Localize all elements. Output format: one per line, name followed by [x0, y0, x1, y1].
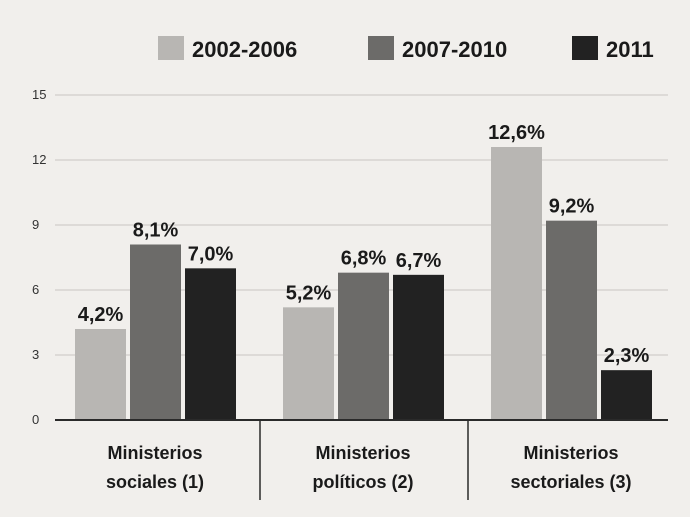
- y-tick-12: 12: [32, 152, 46, 167]
- category-label-line: sociales (1): [106, 472, 204, 492]
- y-tick-9: 9: [32, 217, 39, 232]
- category-label-2: Ministerios políticos (2): [312, 443, 413, 492]
- bar-2002-2006-2: [283, 307, 334, 420]
- y-tick-0: 0: [32, 412, 39, 427]
- category-label-line: políticos (2): [312, 472, 413, 492]
- bar-2007-2010-1: [130, 244, 181, 420]
- data-label-2011-3: 2,3%: [604, 345, 650, 367]
- category-label-line: Ministerios: [315, 443, 410, 463]
- legend-label-2011: 2011: [606, 37, 654, 62]
- y-tick-3: 3: [32, 347, 39, 362]
- bar-2011-2: [393, 274, 444, 420]
- legend-label-2007-2010: 2007-2010: [402, 37, 507, 62]
- data-label-2002-2006-1: 4,2%: [78, 304, 124, 326]
- legend-label-2002-2006: 2002-2006: [192, 37, 297, 62]
- data-label-2007-2010-1: 8,1%: [133, 220, 179, 242]
- data-label-2002-2006-2: 5,2%: [286, 282, 332, 304]
- category-label-1: Ministerios sociales (1): [106, 443, 204, 492]
- legend-swatch-2007-2010: [368, 36, 394, 60]
- data-label-2011-2: 6,7%: [396, 250, 442, 272]
- bar-2002-2006-3: [491, 147, 542, 420]
- bar-2007-2010-3: [546, 220, 597, 420]
- category-label-line: sectoriales (3): [510, 472, 631, 492]
- data-labels: 4,2% 8,1% 7,0% 5,2% 6,8% 6,7% 12,6% 9,2% 2,3%: [78, 122, 650, 367]
- legend-swatch-2011: [572, 36, 598, 60]
- bar-2011-3: [601, 370, 652, 420]
- bars: [75, 147, 652, 420]
- y-tick-15: 15: [32, 87, 46, 102]
- category-label-line: Ministerios: [107, 443, 202, 463]
- data-label-2007-2010-3: 9,2%: [549, 196, 595, 218]
- y-axis-ticks: 0 3 6 9 12 15: [32, 87, 46, 427]
- bar-2011-1: [185, 268, 236, 420]
- data-label-2002-2006-3: 12,6%: [488, 122, 545, 144]
- legend: 2002-2006 2007-2010 2011: [158, 36, 654, 62]
- data-label-2011-1: 7,0%: [188, 243, 234, 265]
- x-axis: Ministerios sociales (1) Ministerios políti…: [55, 419, 668, 500]
- data-label-2007-2010-2: 6,8%: [341, 248, 387, 270]
- category-label-line: Ministerios: [523, 443, 618, 463]
- legend-swatch-2002-2006: [158, 36, 184, 60]
- bar-2002-2006-1: [75, 329, 126, 420]
- category-label-3: Ministerios sectoriales (3): [510, 443, 631, 492]
- bar-2007-2010-2: [338, 272, 389, 420]
- y-tick-6: 6: [32, 282, 39, 297]
